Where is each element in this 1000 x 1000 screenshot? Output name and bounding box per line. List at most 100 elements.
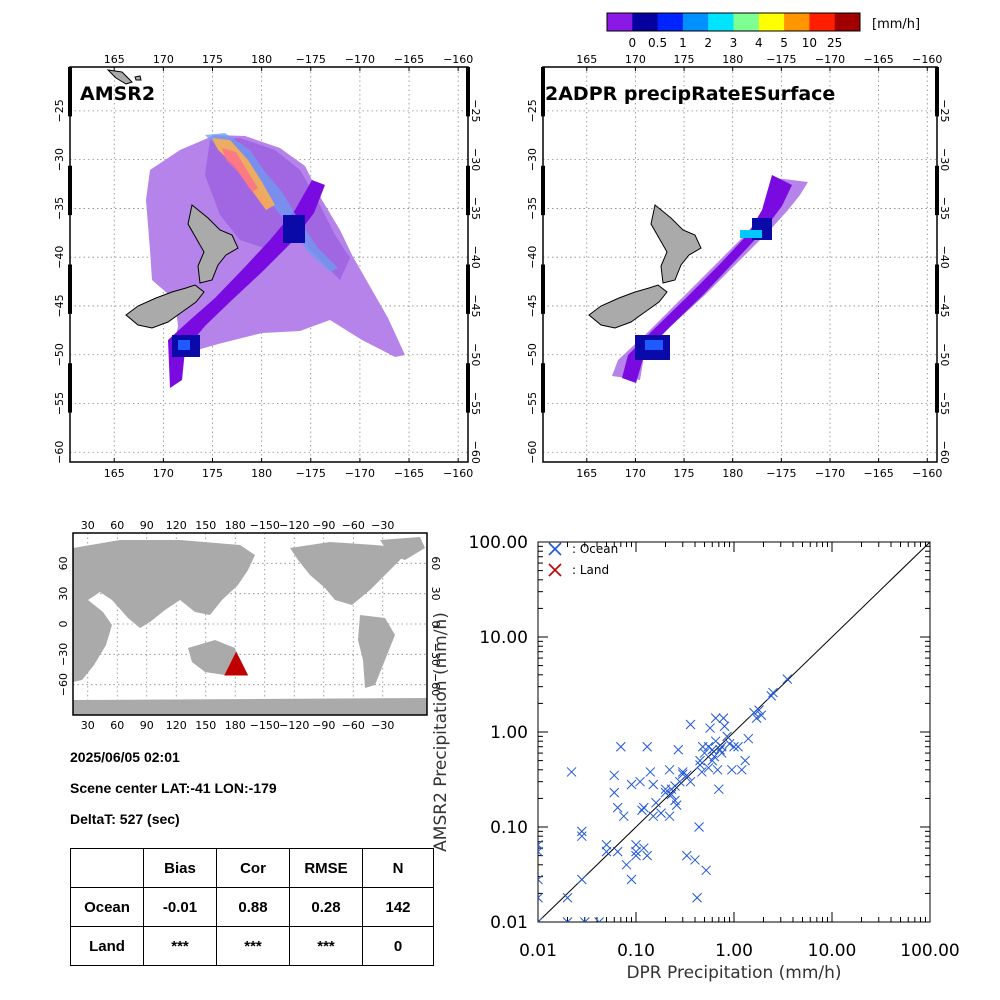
stats-row-ocean: Ocean -0.01 0.88 0.28 142 bbox=[70, 887, 434, 927]
ocean-point bbox=[740, 755, 751, 766]
stats-cell: 142 bbox=[362, 887, 434, 927]
colorbar-swatch bbox=[758, 13, 785, 31]
x-tick-label: 0.01 bbox=[519, 941, 557, 961]
map-lat-label: −25 bbox=[53, 99, 66, 122]
ocean-point bbox=[692, 892, 702, 903]
world-lon-label: −120 bbox=[279, 519, 309, 532]
world-lat-label: −30 bbox=[57, 643, 70, 666]
legend-label: : Ocean bbox=[572, 542, 618, 556]
map-lat-label: −35 bbox=[53, 197, 66, 220]
world-lon-label: 180 bbox=[225, 719, 246, 732]
ocean-point bbox=[601, 839, 612, 850]
legend-marker bbox=[548, 563, 562, 577]
map-lat-label: −25 bbox=[469, 99, 482, 122]
map-lon-label: −160 bbox=[443, 53, 473, 66]
ocean-point bbox=[694, 822, 704, 832]
map-lat-label: −45 bbox=[53, 294, 66, 317]
stats-header-empty bbox=[70, 848, 144, 888]
colorbar-swatch bbox=[708, 13, 734, 31]
colorbar-swatch bbox=[809, 13, 836, 31]
ocean-point bbox=[538, 874, 543, 885]
map-lon-label: 175 bbox=[674, 53, 695, 66]
ocean-point bbox=[673, 744, 684, 755]
ocean-point bbox=[715, 744, 725, 755]
ocean-point bbox=[631, 846, 641, 857]
world-lon-label: 90 bbox=[140, 719, 154, 732]
ocean-point bbox=[626, 779, 637, 790]
map-lat-label: −50 bbox=[526, 343, 539, 366]
ocean-point bbox=[538, 892, 543, 903]
map-lon-label: 175 bbox=[674, 467, 695, 480]
world-lon-label: 180 bbox=[225, 519, 246, 532]
map-lon-label: −160 bbox=[443, 467, 473, 480]
world-lon-label: −120 bbox=[279, 719, 309, 732]
map-lat-label: −30 bbox=[938, 148, 951, 171]
map-lat-label: −60 bbox=[53, 441, 66, 464]
world-lon-label: 120 bbox=[166, 719, 187, 732]
scatter-legend: : Ocean : Land bbox=[548, 542, 618, 577]
map-lat-label: −40 bbox=[938, 246, 951, 269]
ocean-point bbox=[576, 826, 587, 837]
stats-header-cor: Cor bbox=[216, 848, 290, 888]
colorbar: 0 0.5 1 2 3 4 5 10 25 [mm/h] bbox=[606, 12, 920, 50]
ocean-point bbox=[656, 808, 666, 818]
map-lon-label: −165 bbox=[394, 53, 424, 66]
ocean-point bbox=[648, 779, 659, 790]
map-lat-label: −25 bbox=[938, 99, 951, 122]
x-tick-label: 1.00 bbox=[715, 941, 753, 961]
stats-header-n: N bbox=[362, 848, 434, 888]
map-lat-label: −45 bbox=[526, 294, 539, 317]
stats-cell: 0 bbox=[362, 926, 434, 966]
map-lat-label: −50 bbox=[938, 343, 951, 366]
world-lon-label: 90 bbox=[140, 519, 154, 532]
ocean-point bbox=[637, 805, 647, 816]
legend-marker bbox=[548, 542, 562, 556]
ocean-point bbox=[648, 811, 659, 822]
ocean-point bbox=[754, 705, 764, 715]
map-lon-label: −170 bbox=[345, 467, 375, 480]
legend-label: : Land bbox=[572, 563, 609, 577]
colorbar-swatch bbox=[632, 13, 659, 31]
map-lat-label: −60 bbox=[526, 441, 539, 464]
colorbar-tick-label: 0 bbox=[628, 36, 636, 50]
amsr2-map-title: AMSR2 bbox=[80, 83, 155, 105]
ocean-point bbox=[677, 769, 688, 780]
colorbar-tick-label: 0.5 bbox=[648, 36, 667, 50]
map-lat-label: −35 bbox=[938, 197, 951, 220]
world-lon-label: 150 bbox=[195, 719, 216, 732]
map-lon-label: −175 bbox=[296, 53, 326, 66]
ocean-point bbox=[576, 831, 587, 842]
ocean-point bbox=[631, 839, 641, 850]
map-lat-label: −30 bbox=[53, 148, 66, 171]
world-lon-label: −30 bbox=[371, 719, 394, 732]
scene-location-marker bbox=[224, 651, 249, 676]
map-lat-label: −50 bbox=[53, 343, 66, 366]
ocean-point bbox=[766, 691, 777, 701]
map-lon-label: −165 bbox=[394, 467, 424, 480]
world-lat-label: 0 bbox=[57, 621, 70, 628]
map-lon-label: 170 bbox=[625, 53, 646, 66]
colorbar-swatch bbox=[607, 13, 633, 31]
ocean-point bbox=[601, 846, 612, 857]
y-tick-label: 10.00 bbox=[479, 628, 528, 648]
world-lon-label: −30 bbox=[371, 519, 394, 532]
ocean-point bbox=[666, 789, 677, 800]
map-lat-label: −55 bbox=[53, 392, 66, 415]
north-america bbox=[290, 542, 410, 605]
world-lon-label: −150 bbox=[250, 719, 280, 732]
map-lat-label: −60 bbox=[938, 441, 951, 464]
colorbar-swatch bbox=[834, 13, 861, 31]
map-lat-label: −35 bbox=[526, 197, 539, 220]
ocean-point bbox=[635, 776, 645, 787]
ocean-point bbox=[612, 802, 623, 813]
world-lon-label: 120 bbox=[166, 519, 187, 532]
world-lat-label: −30 bbox=[429, 643, 442, 666]
ocean-point bbox=[681, 770, 692, 781]
map-lon-label: −160 bbox=[912, 53, 942, 66]
map-lon-label: −175 bbox=[296, 467, 326, 480]
map-lon-label: 180 bbox=[722, 53, 743, 66]
ocean-point bbox=[685, 719, 696, 730]
ocean-point bbox=[576, 874, 587, 885]
map-lat-label: −35 bbox=[469, 197, 482, 220]
